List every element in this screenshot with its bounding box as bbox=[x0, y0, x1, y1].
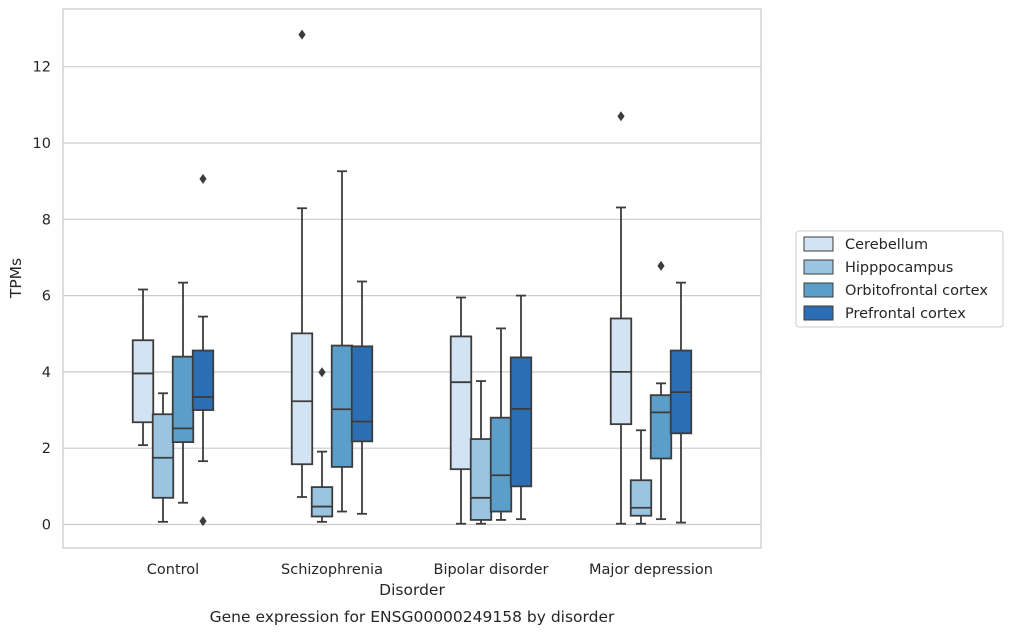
box-series bbox=[131, 29, 693, 527]
y-tick-label: 6 bbox=[42, 289, 51, 305]
box-prefrontal-cortex-1 bbox=[350, 280, 374, 515]
box-iqr bbox=[191, 349, 215, 411]
box-iqr bbox=[310, 486, 334, 518]
box-iqr bbox=[629, 479, 653, 517]
y-tick-label: 12 bbox=[33, 60, 51, 76]
x-axis-title: Disorder bbox=[379, 581, 445, 599]
box-orbitofrontal-cortex-2 bbox=[489, 327, 513, 521]
box-orbitofrontal-cortex-1 bbox=[330, 170, 354, 513]
legend-label: Hipppocampus bbox=[845, 260, 953, 276]
box-iqr bbox=[171, 355, 195, 443]
outlier-point bbox=[617, 111, 625, 122]
box-orbitofrontal-cortex-3 bbox=[649, 260, 673, 521]
box-cerebellum-0 bbox=[131, 288, 155, 447]
legend-label: Prefrontal cortex bbox=[845, 306, 966, 322]
y-tick-label: 8 bbox=[42, 212, 51, 228]
box-prefrontal-cortex-0 bbox=[191, 173, 215, 527]
box-iqr bbox=[489, 416, 513, 513]
y-tick-label: 10 bbox=[33, 136, 51, 152]
box-iqr bbox=[649, 394, 673, 460]
legend-label: Orbitofrontal cortex bbox=[845, 283, 988, 299]
legend-swatch bbox=[803, 282, 834, 298]
box-iqr bbox=[350, 345, 374, 443]
box-iqr bbox=[151, 413, 175, 499]
box-iqr bbox=[131, 339, 155, 424]
box-cerebellum-3 bbox=[609, 111, 633, 525]
outlier-point bbox=[199, 516, 207, 527]
y-tick-label: 4 bbox=[42, 365, 51, 381]
box-prefrontal-cortex-2 bbox=[509, 294, 533, 521]
legend-swatch bbox=[803, 236, 834, 252]
y-axis-title: TPMs bbox=[7, 258, 25, 299]
outlier-point bbox=[318, 367, 326, 378]
legend-swatch bbox=[803, 259, 834, 275]
box-hipppocampus-2 bbox=[469, 380, 493, 525]
legend-label: Cerebellum bbox=[845, 237, 928, 253]
box-iqr bbox=[469, 438, 493, 521]
x-tick-label: Control bbox=[147, 562, 199, 578]
box-prefrontal-cortex-3 bbox=[669, 281, 693, 524]
y-tick-label: 0 bbox=[42, 518, 51, 534]
y-tick-labels: 0 2 4 6 8 10 12 bbox=[33, 60, 51, 534]
box-orbitofrontal-cortex-0 bbox=[171, 281, 195, 504]
box-iqr bbox=[449, 335, 473, 471]
box-hipppocampus-1 bbox=[310, 367, 334, 523]
legend: Cerebellum Hipppocampus Orbitofrontal cort… bbox=[795, 230, 1004, 328]
x-tick-label: Major depression bbox=[589, 562, 713, 578]
plot-frame bbox=[62, 8, 762, 549]
box-iqr bbox=[290, 332, 314, 466]
outlier-point bbox=[298, 29, 306, 40]
box-hipppocampus-3 bbox=[629, 429, 653, 525]
box-cerebellum-1 bbox=[290, 29, 314, 498]
outlier-point bbox=[199, 173, 207, 184]
legend-swatch bbox=[803, 305, 834, 321]
chart-caption: Gene expression for ENSG00000249158 by d… bbox=[210, 608, 615, 626]
box-cerebellum-2 bbox=[449, 296, 473, 525]
x-tick-label: Bipolar disorder bbox=[434, 562, 549, 578]
outlier-point bbox=[657, 260, 665, 271]
box-hipppocampus-0 bbox=[151, 392, 175, 523]
y-tick-label: 2 bbox=[42, 441, 51, 457]
legend-frame bbox=[795, 230, 1004, 328]
x-tick-label: Schizophrenia bbox=[281, 562, 383, 578]
box-iqr bbox=[330, 344, 354, 468]
x-tick-labels: Control Schizophrenia Bipolar disorder Majo… bbox=[147, 562, 713, 578]
box-iqr bbox=[509, 356, 533, 488]
